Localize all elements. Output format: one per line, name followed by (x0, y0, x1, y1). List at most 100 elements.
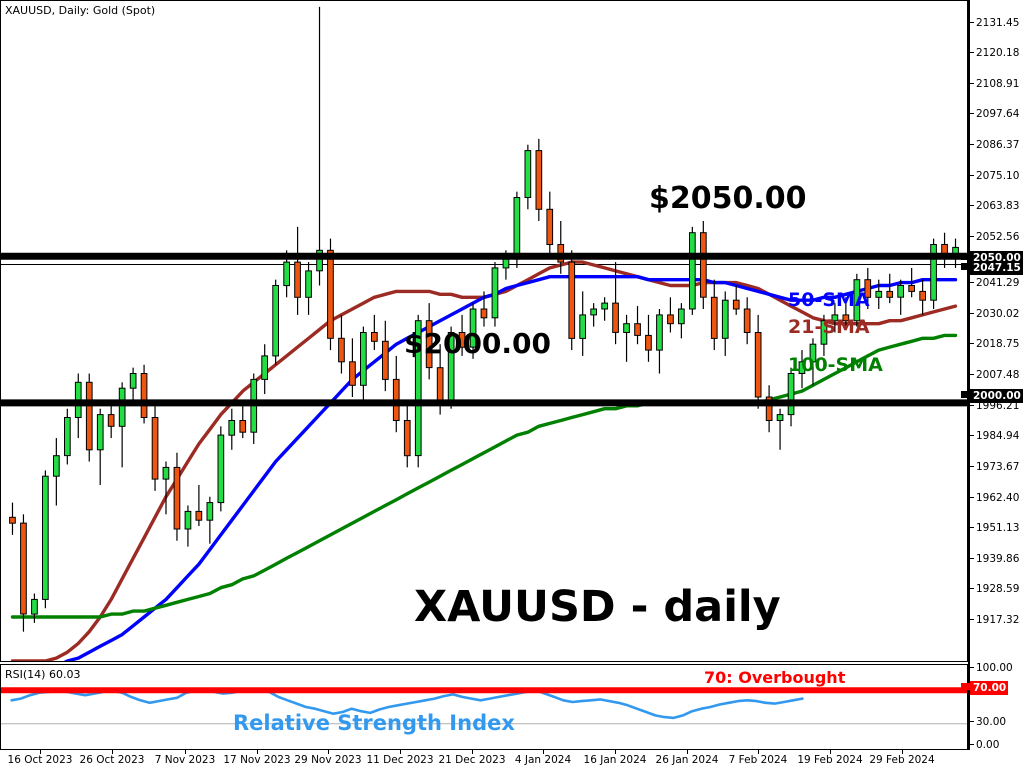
axis-tick-label: 2086.37 (969, 140, 1019, 151)
date-axis-label: 29 Nov 2023 (294, 754, 362, 766)
legend-item-50-sma: 50-SMA (788, 289, 870, 311)
candle-body (502, 258, 510, 269)
candle-body (491, 267, 499, 319)
candle-body (403, 420, 411, 457)
axis-badge-marker (961, 253, 970, 260)
date-axis-label: 16 Oct 2023 (7, 754, 73, 766)
legend-item-100-sma: 100-SMA (788, 354, 883, 376)
candle-body (886, 290, 894, 298)
candle-body (96, 414, 104, 451)
candle-body (371, 332, 378, 342)
candle-body (228, 420, 236, 436)
axis-tick-label: 2108.91 (969, 79, 1019, 90)
candle-body (930, 244, 937, 301)
candle-body (173, 466, 181, 530)
rsi-indicator-panel[interactable]: RSI(14) 60.03 (0, 664, 968, 750)
candle-body (327, 249, 334, 339)
candle-body (700, 232, 707, 298)
candle-body (20, 522, 27, 615)
date-axis-label: 26 Oct 2023 (79, 754, 145, 766)
axis-tick-label: 1951.13 (969, 523, 1019, 534)
axis-badge-marker (961, 391, 970, 398)
price-plot-area[interactable] (1, 1, 967, 661)
candle-body (710, 296, 718, 339)
rsi-watermark: Relative Strength Index (233, 711, 515, 735)
candle-body (787, 373, 795, 416)
date-axis-tick (40, 750, 41, 754)
axis-tick-label: 2120.18 (969, 48, 1019, 59)
candle-body (425, 320, 433, 369)
date-axis-label: 17 Nov 2023 (223, 754, 291, 766)
axis-tick-label: 1939.86 (969, 554, 1019, 565)
candle-body (414, 320, 422, 457)
candle-body (195, 510, 203, 521)
candle-body (469, 308, 477, 348)
candle-body (623, 323, 630, 334)
candle-body (875, 290, 883, 298)
candle-body (206, 502, 214, 521)
date-axis-label: 16 Jan 2024 (583, 754, 647, 766)
candle-body (129, 373, 137, 389)
candle-body (853, 279, 861, 322)
candle-body (31, 598, 38, 615)
candle-body (239, 420, 247, 433)
axis-tick-label: 2052.56 (969, 232, 1019, 243)
axis-price-badge: 70.00 (970, 681, 1009, 695)
date-axis-tick (112, 750, 113, 754)
candle-body (107, 414, 115, 427)
axis-tick-label: 0.00 (969, 740, 999, 751)
chart-watermark: XAUUSD - daily (414, 582, 781, 632)
candle-body (590, 308, 597, 316)
support-annotation: $2000.00 (404, 327, 552, 360)
rsi-title: RSI(14) 60.03 (5, 668, 81, 681)
candle-body (316, 249, 323, 272)
date-axis-tick (400, 750, 401, 754)
date-axis-label: 19 Feb 2024 (797, 754, 863, 766)
candle-body (634, 323, 641, 336)
candle-body (85, 381, 93, 451)
axis-tick-label: 2075.10 (969, 171, 1019, 182)
date-axis: 16 Oct 2023 26 Oct 2023 7 Nov 2023 17 Nov 2… (0, 750, 968, 768)
candle-body (678, 308, 685, 325)
candle-body (360, 332, 367, 386)
axis-tick-label: 1996.21 (969, 401, 1019, 412)
candle-body (436, 367, 444, 404)
axis-tick-label: 1962.40 (969, 493, 1019, 504)
candle-body (754, 332, 762, 398)
candle-body (721, 299, 729, 339)
rsi-plot-area[interactable] (1, 665, 967, 749)
candle-body (776, 414, 784, 422)
date-axis-tick (257, 750, 258, 754)
axis-tick-label: 2030.02 (969, 309, 1019, 320)
candle-body (601, 302, 608, 310)
date-axis-tick (758, 750, 759, 754)
axis-tick-label: 2018.75 (969, 339, 1019, 350)
price-chart-panel[interactable]: XAUUSD, Daily: Gold (Spot) $2050.00 $200… (0, 0, 968, 662)
axis-tick-label: 2063.83 (969, 201, 1019, 212)
candle-body (645, 334, 652, 351)
candle-body (480, 308, 488, 319)
price-axis[interactable]: 2131.45 2120.18 2108.91 2097.64 2086.37 2075.… (961, 0, 1024, 751)
date-axis-tick (543, 750, 544, 754)
candle-body (568, 261, 576, 339)
candle-body (162, 466, 170, 480)
candle-body (809, 343, 817, 363)
candle-body (382, 340, 389, 380)
date-axis-label: 21 Dec 2023 (438, 754, 506, 766)
date-axis-tick (472, 750, 473, 754)
candle-body (513, 197, 521, 260)
candle-body (689, 232, 696, 310)
candle-body (140, 373, 148, 418)
candle-body (9, 516, 16, 524)
date-axis-label: 4 Jan 2024 (514, 754, 572, 766)
candle-body (732, 299, 740, 310)
axis-tick-label: 1917.32 (969, 615, 1019, 626)
candle-body (64, 417, 71, 457)
candle-body (535, 150, 543, 210)
candle-body (53, 455, 60, 477)
candle-body (820, 320, 828, 345)
axis-tick-label: 2097.64 (969, 109, 1019, 120)
date-axis-label: 11 Dec 2023 (366, 754, 434, 766)
candle-body (612, 302, 619, 333)
